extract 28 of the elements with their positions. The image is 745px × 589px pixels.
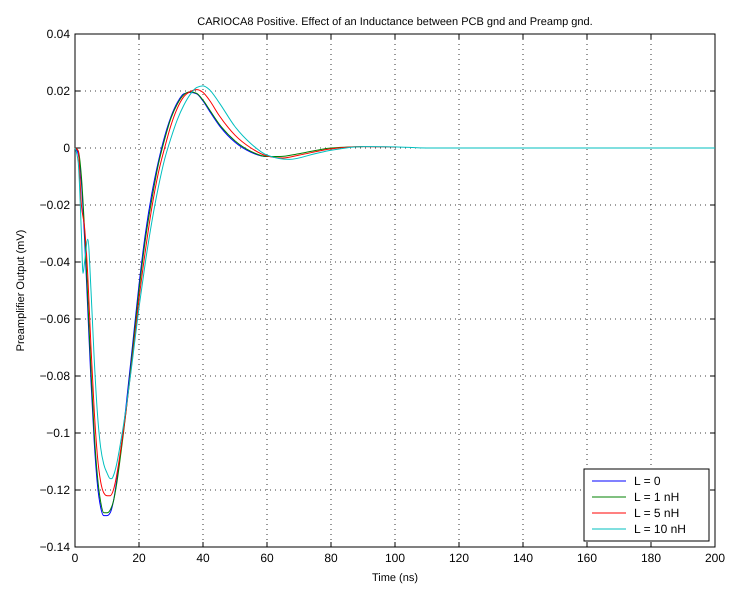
y-tick-label: −0.08 [40, 369, 70, 383]
y-tick-label: −0.02 [40, 198, 70, 212]
y-tick-label: 0.04 [46, 27, 70, 41]
x-tick-label: 80 [324, 551, 338, 565]
x-tick-label: 100 [384, 551, 406, 565]
legend-label: L = 5 nH [634, 506, 680, 520]
x-tick-label: 180 [640, 551, 662, 565]
y-tick-label: −0.04 [40, 255, 70, 269]
y-tick-label: −0.12 [40, 483, 70, 497]
x-tick-label: 60 [260, 551, 274, 565]
x-tick-label: 160 [576, 551, 598, 565]
x-tick-label: 140 [512, 551, 534, 565]
y-tick-label: −0.14 [40, 540, 70, 554]
legend-label: L = 10 nH [634, 522, 686, 536]
y-tick-label: −0.1 [46, 426, 70, 440]
chart-title: CARIOCA8 Positive. Effect of an Inductance between PCB gnd and Preamp gnd. [197, 16, 593, 28]
y-tick-label: 0 [63, 141, 70, 155]
x-tick-label: 120 [448, 551, 470, 565]
x-axis-title: Time (ns) [372, 572, 418, 584]
x-tick-label: 200 [704, 551, 726, 565]
legend-label: L = 0 [634, 474, 661, 488]
y-axis-title: Preamplifier Output (mV) [15, 230, 27, 352]
y-tick-label: −0.06 [40, 312, 70, 326]
x-tick-label: 20 [132, 551, 146, 565]
x-tick-label: 0 [72, 551, 79, 565]
legend-label: L = 1 nH [634, 490, 680, 504]
y-tick-label: 0.02 [46, 84, 70, 98]
x-tick-label: 40 [196, 551, 210, 565]
